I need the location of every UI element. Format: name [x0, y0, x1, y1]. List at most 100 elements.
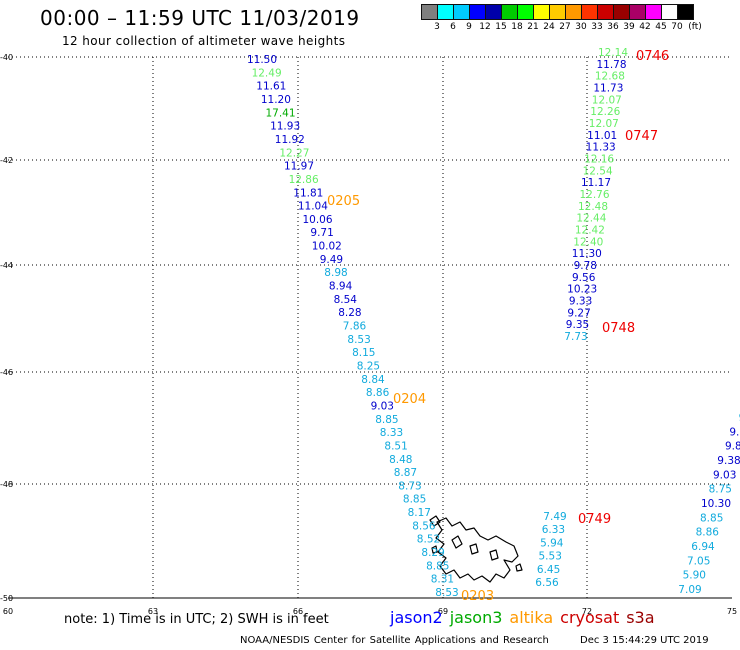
wave-height-value: 8.85 [403, 494, 426, 506]
latitude-label: -44 [0, 261, 13, 270]
longitude-label: 69 [438, 607, 448, 616]
longitude-label: 75 [727, 607, 737, 616]
wave-height-value: 8.84 [361, 374, 385, 386]
color-scale-swatch [677, 4, 694, 20]
pass-time-label: 0747 [625, 129, 658, 144]
wave-height-value: 8.17 [408, 507, 431, 519]
wave-height-value: 8.73 [398, 480, 421, 492]
wave-height-value: 6.33 [542, 524, 565, 536]
wave-height-value: 11.50 [247, 54, 277, 66]
coastline-segment [451, 535, 463, 549]
coastline-segment [435, 517, 519, 583]
coastline-segment [429, 515, 441, 527]
coordinate-labels: -40 -42 -44 -46 -48 -50 60 63 66 69 72 75 [0, 53, 737, 616]
wave-height-value: 12.86 [289, 174, 319, 186]
wave-height-value: 9.38 [717, 455, 740, 467]
wave-height-value: 12.14 [598, 47, 628, 59]
wave-height-value: 7.86 [343, 321, 367, 333]
wave-height-value: 8.56 [412, 520, 436, 532]
pass-time-label: 0748 [602, 321, 635, 336]
wave-height-value: 7.09 [678, 584, 701, 596]
wave-height-value: 7.49 [543, 511, 566, 523]
longitude-label: 66 [293, 607, 303, 616]
wave-height-value: 6.56 [535, 577, 559, 589]
color-scale-label: (ft) [688, 22, 702, 32]
wave-height-value: 9.7 [729, 426, 740, 438]
wave-height-value: 12.26 [590, 106, 620, 118]
wave-height-value: 11.81 [293, 187, 323, 199]
wave-height-value: 8.25 [357, 361, 380, 373]
wave-height-value: 12.54 [583, 165, 613, 177]
pass-time-label: 0746 [636, 49, 669, 64]
color-scale-labels: 3 6 9 12 15 18 21 24 27 30 33 36 39 42 45 70 (ft) [421, 20, 702, 32]
wave-height-value: 8.28 [338, 307, 361, 319]
wave-height-value: 8.29 [421, 547, 444, 559]
coastline-segment [515, 563, 523, 572]
wave-height-value: 11.04 [298, 201, 328, 213]
wave-height-value: 8.53 [347, 334, 370, 346]
wave-height-value: 8.86 [366, 387, 390, 399]
color-scale-label: 12 [479, 22, 491, 32]
satellite-legend-cryosat: cryosat [560, 608, 620, 627]
color-scale-label: 33 [591, 22, 603, 32]
graticule [8, 56, 732, 598]
wave-height-value: 12.27 [279, 147, 309, 159]
wave-height-value: 10.06 [302, 214, 332, 226]
wave-height-value: 12.07 [589, 118, 619, 130]
wave-height-value: 9.35 [566, 319, 589, 331]
wave-height-value: 6.45 [537, 564, 560, 576]
latitude-label: -40 [0, 53, 13, 62]
wave-height-value: 8.52 [417, 534, 440, 546]
wave-height-value: 8.48 [389, 454, 412, 466]
pass-time-label: 0204 [393, 392, 426, 407]
wave-height-value: 8.85 [700, 512, 723, 524]
wave-height-value: 9.78 [574, 260, 597, 272]
wave-height-value: 12.49 [252, 67, 282, 79]
color-scale-label: 3 [434, 22, 440, 32]
wave-height-value: 11.92 [275, 134, 305, 146]
wave-height-value: 9.8 [725, 441, 740, 453]
satellite-legend-jason2: jason2 [390, 608, 443, 627]
wave-height-value: 8.98 [324, 267, 347, 279]
wave-height-value: 5.53 [539, 551, 562, 563]
wave-height-value: 8.87 [394, 467, 417, 479]
map-note: note: 1) Time is in UTC; 2) SWH is in fe… [64, 612, 329, 627]
coastline-segment [469, 543, 479, 555]
coastline-segment [489, 549, 499, 561]
wave-height-value: 5.94 [540, 537, 564, 549]
latitude-label: -48 [0, 480, 13, 489]
color-scale-label: 30 [575, 22, 587, 32]
wave-height-value: 11.17 [581, 177, 611, 189]
color-scale-label: 6 [450, 22, 456, 32]
latitude-label: -50 [0, 594, 13, 603]
wave-height-value: 11.97 [284, 161, 314, 173]
longitude-label: 60 [3, 607, 13, 616]
wave-height-value: 8.85 [375, 414, 398, 426]
color-scale-label: 15 [495, 22, 507, 32]
color-scale-swatches [421, 4, 694, 20]
pass-time-labels: 0746 0747 0748 0749 0205 0204 0203 [327, 49, 669, 604]
generation-timestamp: Dec 3 15:44:29 UTC 2019 [580, 635, 709, 646]
satellite-legend: jason2 jason3 altika cryosat s3a [390, 608, 662, 627]
wave-height-value: 9.33 [569, 296, 592, 308]
wave-height-value: 9.56 [572, 272, 596, 284]
wave-height-value: 9.49 [320, 254, 343, 266]
wave-height-value: 10.30 [701, 498, 731, 510]
wave-height-value: 12.44 [576, 213, 606, 225]
coastline-segment [431, 545, 438, 554]
color-scale-label: 24 [543, 22, 555, 32]
color-scale-label: 42 [639, 22, 651, 32]
satellite-legend-jason3: jason3 [449, 608, 503, 627]
satellite-legend-altika: altika [509, 608, 554, 627]
wave-height-value: 8.53 [435, 587, 458, 599]
latitude-label: -42 [0, 156, 13, 165]
color-scale-label: 36 [607, 22, 619, 32]
wave-height-value: 12.07 [592, 94, 622, 106]
wave-height-value: 10.02 [312, 241, 342, 253]
color-scale-label: 9 [466, 22, 472, 32]
credit-line: NOAA/NESDIS Center for Satellite Applica… [240, 635, 549, 646]
wave-height-value: 11.78 [596, 59, 626, 71]
map-title: 00:00 – 11:59 UTC 11/03/2019 [40, 6, 360, 30]
